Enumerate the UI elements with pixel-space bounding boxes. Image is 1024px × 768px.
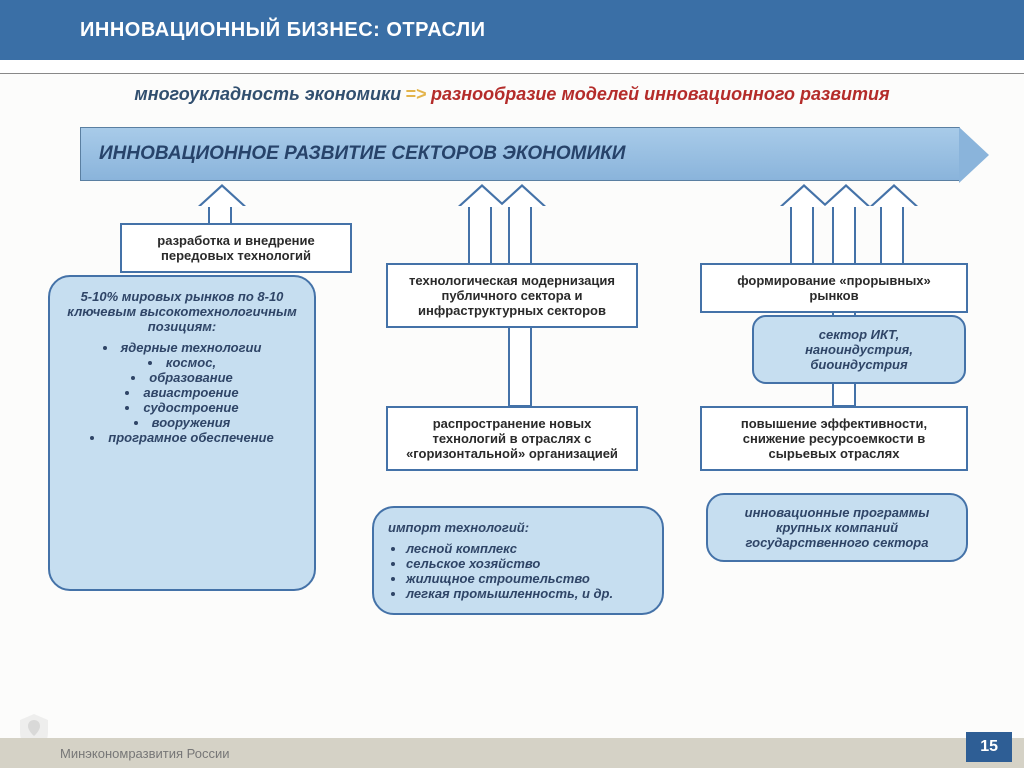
list-item: сельское хозяйство (406, 556, 648, 571)
blue-mid-list: лесной комплекссельское хозяйствожилищно… (388, 541, 648, 601)
blue-box-import-tech: импорт технологий: лесной комплекссельск… (372, 506, 664, 615)
blue-mid-title: импорт технологий: (388, 520, 648, 535)
list-item: ядерные технологии (64, 340, 300, 355)
blue-box-state-programs: инновационные программы крупных компаний… (706, 493, 968, 562)
slide-header: ИННОВАЦИОННЫЙ БИЗНЕС: ОТРАСЛИ (0, 0, 1024, 60)
box-horizontal-org: распространение новых технологий в отрас… (386, 406, 638, 471)
up-arrow-icon (880, 205, 904, 269)
blue-box-ict: сектор ИКТ, наноиндустрия, биоиндустрия (752, 315, 966, 384)
up-arrow-icon (790, 205, 814, 269)
list-item: лесной комплекс (406, 541, 648, 556)
list-item: судостроение (64, 400, 300, 415)
list-item: авиастроение (64, 385, 300, 400)
list-item: легкая промышленность, и др. (406, 586, 648, 601)
main-arrow-banner: ИННОВАЦИОННОЕ РАЗВИТИЕ СЕКТОРОВ ЭКОНОМИК… (80, 127, 960, 181)
box-public-sector: технологическая модернизация публичного … (386, 263, 638, 328)
list-item: жилищное строительство (406, 571, 648, 586)
separator (0, 60, 1024, 74)
slide-title: ИННОВАЦИОННЫЙ БИЗНЕС: ОТРАСЛИ (80, 19, 486, 42)
subtitle-row: многоукладность экономики => разнообрази… (0, 74, 1024, 111)
list-item: образование (64, 370, 300, 385)
list-item: програмное обеспечение (64, 430, 300, 445)
blue-box-key-positions: 5-10% мировых рынков по 8-10 ключевым вы… (48, 275, 316, 591)
diagram-canvas: ИННОВАЦИОННОЕ РАЗВИТИЕ СЕКТОРОВ ЭКОНОМИК… (0, 111, 1024, 701)
box-resource-efficiency: повышение эффективности, снижение ресурс… (700, 406, 968, 471)
subtitle-right: разнообразие моделей инновационного разв… (431, 84, 890, 104)
page-number: 15 (966, 732, 1012, 762)
blue-big-list: ядерные технологиикосмос,образованиеавиа… (64, 340, 300, 445)
list-item: космос, (64, 355, 300, 370)
up-arrow-icon (468, 205, 492, 269)
subtitle-arrow: => (406, 84, 427, 104)
subtitle-left: многоукладность экономики (134, 84, 401, 104)
blue-big-title: 5-10% мировых рынков по 8-10 ключевым вы… (64, 289, 300, 334)
main-arrow-text: ИННОВАЦИОННОЕ РАЗВИТИЕ СЕКТОРОВ ЭКОНОМИК… (99, 143, 625, 165)
box-tech-dev: разработка и внедрение передовых техноло… (120, 223, 352, 273)
footer-org: Минэкономразвития России (60, 746, 229, 761)
box-breakthrough-markets: формирование «прорывных» рынков (700, 263, 968, 313)
footer-bar: Минэкономразвития России (0, 738, 1024, 768)
list-item: вооружения (64, 415, 300, 430)
